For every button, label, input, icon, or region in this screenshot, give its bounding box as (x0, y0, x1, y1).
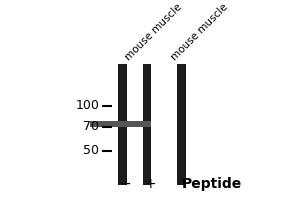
Text: 50: 50 (83, 144, 100, 157)
Text: −: − (119, 177, 131, 191)
Text: 70: 70 (83, 120, 100, 133)
Text: mouse muscle: mouse muscle (170, 1, 230, 62)
Text: +: + (144, 177, 156, 191)
Bar (118, 64, 127, 185)
Text: mouse muscle: mouse muscle (123, 1, 184, 62)
Bar (90, 121, 152, 127)
Bar (142, 64, 152, 185)
Text: Peptide: Peptide (181, 177, 242, 191)
Bar (177, 64, 186, 185)
Text: 100: 100 (76, 99, 100, 112)
